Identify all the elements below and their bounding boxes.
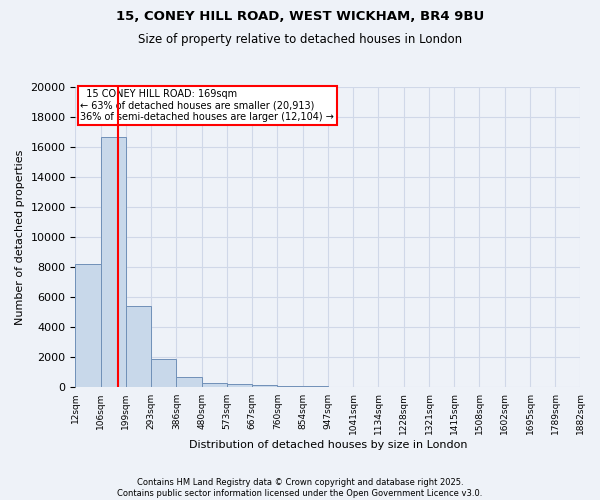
Text: 15 CONEY HILL ROAD: 169sqm
← 63% of detached houses are smaller (20,913)
36% of : 15 CONEY HILL ROAD: 169sqm ← 63% of deta… xyxy=(80,88,334,122)
Bar xyxy=(353,386,379,388)
Bar xyxy=(303,386,328,388)
Bar xyxy=(202,383,227,388)
Bar xyxy=(151,359,176,388)
Bar xyxy=(253,385,277,388)
Bar xyxy=(379,387,404,388)
Bar xyxy=(126,306,151,388)
Bar xyxy=(176,377,202,388)
Bar xyxy=(328,386,353,388)
Bar xyxy=(277,386,303,388)
Bar xyxy=(101,136,126,388)
Text: 15, CONEY HILL ROAD, WEST WICKHAM, BR4 9BU: 15, CONEY HILL ROAD, WEST WICKHAM, BR4 9… xyxy=(116,10,484,23)
X-axis label: Distribution of detached houses by size in London: Distribution of detached houses by size … xyxy=(189,440,467,450)
Text: Size of property relative to detached houses in London: Size of property relative to detached ho… xyxy=(138,32,462,46)
Text: Contains HM Land Registry data © Crown copyright and database right 2025.
Contai: Contains HM Land Registry data © Crown c… xyxy=(118,478,482,498)
Y-axis label: Number of detached properties: Number of detached properties xyxy=(15,150,25,325)
Bar xyxy=(76,264,101,388)
Bar xyxy=(227,384,253,388)
